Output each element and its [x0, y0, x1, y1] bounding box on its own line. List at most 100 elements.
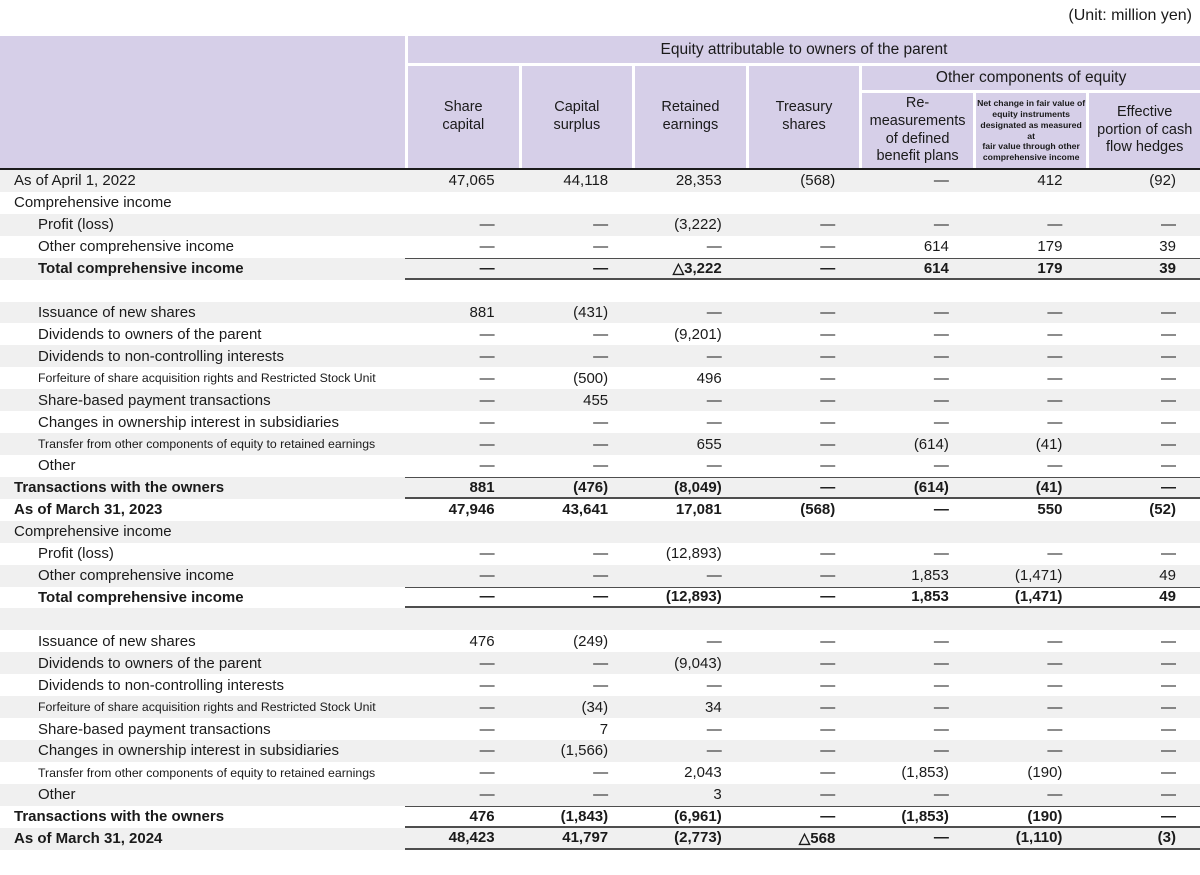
- cell: —: [933, 391, 949, 409]
- cell: —: [1047, 676, 1063, 694]
- cell: —: [593, 764, 609, 782]
- table-row: Forfeiture of share acquisition rights a…: [0, 696, 1200, 719]
- cell: —: [820, 369, 836, 387]
- cell: (1,471): [1014, 588, 1063, 606]
- cell: —: [593, 676, 609, 694]
- row-label: [0, 280, 405, 302]
- cell: 614: [923, 259, 949, 277]
- cell: 44,118: [563, 172, 609, 190]
- cell: —: [593, 413, 609, 431]
- cell: —: [479, 413, 495, 431]
- table-row: Changes in ownership interest in subsidi…: [0, 739, 1200, 762]
- cell: —: [479, 742, 495, 760]
- cell: 614: [923, 238, 949, 256]
- row-values: — — (12,893) — — — —: [405, 543, 1200, 565]
- cell: 49: [1159, 567, 1176, 585]
- row-label: Transactions with the owners: [14, 808, 225, 826]
- cell: —: [479, 786, 495, 804]
- column-header-treasury-shares: Treasury shares: [775, 99, 833, 133]
- cell: —: [820, 435, 836, 453]
- cell: (476): [573, 478, 609, 496]
- cell: —: [479, 216, 495, 234]
- row-label: Dividends to owners of the parent: [38, 654, 262, 672]
- column-header-share-capital: Share capital: [442, 99, 485, 133]
- cell: 41,797: [562, 829, 609, 847]
- cell: 179: [1037, 259, 1063, 277]
- row-label: Dividends to non-controlling interests: [38, 347, 284, 365]
- row-values: — — (12,893) — 1,853 (1,471) 49: [405, 586, 1200, 609]
- cell: (568): [800, 501, 836, 519]
- cell: —: [593, 457, 609, 475]
- row-label: Comprehensive income: [14, 194, 172, 212]
- table-row: Forfeiture of share acquisition rights a…: [0, 367, 1200, 389]
- cell: —: [933, 829, 949, 847]
- cell: —: [479, 545, 495, 563]
- table-row: Share-based payment transactions — 7 — — — — —: [0, 718, 1200, 740]
- row-label: Share-based payment transactions: [38, 391, 271, 409]
- cell: (1,471): [1014, 567, 1063, 585]
- cell: —: [820, 720, 836, 738]
- cell: 476: [469, 807, 495, 825]
- row-label: As of March 31, 2024: [14, 830, 163, 848]
- cell: —: [1160, 742, 1176, 760]
- cell: (3,222): [674, 216, 722, 234]
- row-values: 476 (249) — — — — —: [405, 630, 1200, 652]
- cell: —: [1047, 325, 1063, 343]
- cell: —: [706, 413, 722, 431]
- cell: —: [479, 764, 495, 782]
- row-values: — — — — 1,853 (1,471) 49: [405, 565, 1200, 587]
- cell: —: [820, 786, 836, 804]
- header-group-other-components: Other components of equity: [859, 63, 1200, 90]
- cell: —: [933, 742, 949, 760]
- cell: —: [706, 457, 722, 475]
- cell: —: [1160, 654, 1176, 672]
- cell: —: [706, 567, 722, 585]
- cell: —: [479, 567, 495, 585]
- row-values: — — (9,043) — — — —: [405, 652, 1200, 674]
- cell: —: [933, 545, 949, 563]
- cell: (41): [1035, 435, 1063, 453]
- cell: —: [593, 347, 609, 365]
- cell: △3,222: [672, 260, 722, 278]
- cell: 881: [469, 303, 495, 321]
- cell: 3: [713, 786, 722, 804]
- column-header-net-change-fair-value: Net change in fair value of equity instr…: [977, 97, 1086, 163]
- table-body: As of April 1, 2022 47,065 44,118 28,353 (56…: [0, 170, 1200, 850]
- cell: —: [820, 676, 836, 694]
- row-values: — (1,566) — — — — —: [405, 740, 1200, 762]
- cell: (12,893): [665, 588, 722, 606]
- cell: 2,043: [684, 764, 722, 782]
- cell: —: [479, 588, 495, 606]
- cell: —: [933, 654, 949, 672]
- row-label: Dividends to owners of the parent: [38, 325, 262, 343]
- table-row: As of March 31, 2023 47,946 43,641 17,081 (5…: [0, 499, 1200, 521]
- cell: —: [933, 720, 949, 738]
- cell: —: [1160, 391, 1176, 409]
- cell: —: [1160, 807, 1176, 825]
- row-values: [405, 521, 1200, 543]
- cell: —: [706, 303, 722, 321]
- column-header-retained-earnings: Retained earnings: [661, 99, 720, 133]
- table-row: As of March 31, 2024 48,423 41,797 (2,773) △…: [0, 827, 1200, 850]
- cell: 496: [696, 369, 722, 387]
- spacer-row: [0, 608, 1200, 631]
- row-values: 881 (476) (8,049) — (614) (41) —: [405, 476, 1200, 499]
- table-row: Dividends to non-controlling interests — —…: [0, 674, 1200, 696]
- row-values: 881 (431) — — — — —: [405, 302, 1200, 324]
- cell: (1,843): [560, 807, 609, 825]
- table-row: Total comprehensive income — — (12,893) — 1,8…: [0, 586, 1200, 609]
- cell: —: [933, 632, 949, 650]
- cell: 48,423: [448, 829, 495, 847]
- cell: (614): [913, 478, 949, 496]
- cell: 34: [705, 698, 722, 716]
- row-values: [405, 280, 1200, 302]
- cell: —: [706, 742, 722, 760]
- row-values: [405, 608, 1200, 630]
- cell: —: [1047, 720, 1063, 738]
- cell: —: [1160, 457, 1176, 475]
- cell: —: [1160, 676, 1176, 694]
- table-row: Total comprehensive income — — △3,222 — 614 17…: [0, 257, 1200, 280]
- table-row: Dividends to non-controlling interests — —…: [0, 345, 1200, 368]
- cell: —: [820, 259, 836, 277]
- cell: —: [820, 325, 836, 343]
